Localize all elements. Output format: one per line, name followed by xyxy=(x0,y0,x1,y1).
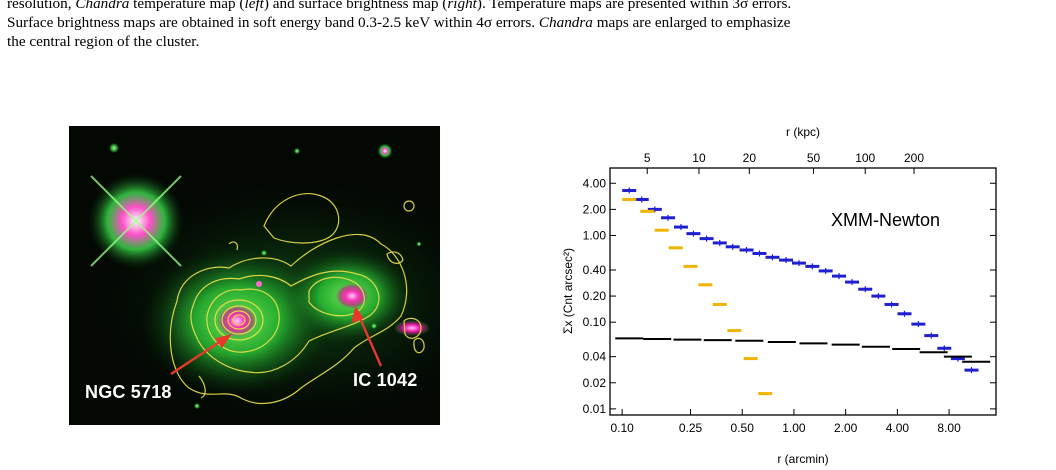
series-2 xyxy=(622,197,773,396)
series-1 xyxy=(622,187,979,374)
caption-text: Surface brightness maps are obtained in … xyxy=(7,14,539,31)
xray-contours xyxy=(169,193,425,405)
y-tick-label: 2.00 xyxy=(583,202,607,216)
caption-text: maps are enlarged to emphasize xyxy=(592,14,791,31)
caption-text: ) and surface brightness map ( xyxy=(263,0,448,12)
top-axis-label: r (kpc) xyxy=(786,125,820,139)
y-tick-label: 0.20 xyxy=(583,289,607,303)
small-source xyxy=(109,143,119,153)
caption-italic: Chandra xyxy=(75,0,130,12)
caption-italic: left xyxy=(244,0,264,12)
small-source xyxy=(416,241,422,247)
top-tick-label: 50 xyxy=(807,151,821,165)
galaxy-group-image: NGC 5718 IC 1042 xyxy=(69,126,440,425)
x-tick-label: 1.00 xyxy=(782,421,806,435)
x-tick-label: 4.00 xyxy=(886,421,910,435)
caption-line-3: the central region of the cluster. xyxy=(7,33,200,50)
chart-annotation: XMM-Newton xyxy=(831,210,940,230)
y-tick-label: 0.40 xyxy=(583,263,607,277)
x-tick-label: 8.00 xyxy=(937,421,961,435)
small-source xyxy=(261,250,267,256)
surface-brightness-svg: r (kpc) r (arcmin) XMM-Newton Σx (Cnt ar… xyxy=(561,125,997,466)
figure-caption: resolution, Chandra temperature map (lef… xyxy=(7,0,1047,51)
x-tick-label: 2.00 xyxy=(834,421,858,435)
small-source xyxy=(371,323,377,329)
series-3 xyxy=(615,337,991,363)
y-tick-label: 0.01 xyxy=(583,402,607,416)
star-diffraction-spikes xyxy=(90,175,182,267)
axis-ticks: 0.10 0.25 0.50 1.00 2.00 4.00 8.00 5 10 20 50 100 20… xyxy=(583,151,996,435)
small-source xyxy=(194,403,200,409)
label-ngc5718: NGC 5718 xyxy=(85,382,172,402)
galaxy-image-svg xyxy=(88,143,440,421)
label-ic1042: IC 1042 xyxy=(353,370,418,390)
top-tick-label: 10 xyxy=(692,151,706,165)
plot-frame xyxy=(609,167,997,416)
annotation-arrows xyxy=(170,306,383,376)
y-tick-label: 1.00 xyxy=(583,228,607,242)
caption-line-1: resolution, Chandra temperature map (lef… xyxy=(7,0,1047,13)
y-tick-label: 4.00 xyxy=(583,176,607,190)
edge-on-galaxy xyxy=(394,320,430,336)
top-tick-label: 100 xyxy=(855,151,875,165)
surface-brightness-chart: r (kpc) r (arcmin) XMM-Newton Σx (Cnt ar… xyxy=(560,118,1030,470)
caption-text: temperature map ( xyxy=(129,0,245,12)
x-tick-label: 0.25 xyxy=(679,421,703,435)
caption-text: resolution, xyxy=(7,0,76,12)
bottom-axis-label: r (arcmin) xyxy=(777,452,828,466)
small-source xyxy=(294,148,300,154)
y-tick-label: 0.04 xyxy=(583,350,607,364)
y-tick-label: 0.02 xyxy=(583,376,607,390)
small-source xyxy=(256,281,262,287)
y-tick-label: 0.10 xyxy=(583,315,607,329)
caption-italic: Chandra xyxy=(538,14,593,31)
x-tick-label: 0.50 xyxy=(731,421,755,435)
caption-text: ). Temperature maps are presented within… xyxy=(476,0,792,12)
top-tick-label: 5 xyxy=(644,151,651,165)
small-star xyxy=(377,143,393,159)
y-axis-label: Σx (Cnt arcsec²) xyxy=(561,248,575,334)
caption-line-2: Surface brightness maps are obtained in … xyxy=(7,13,1047,32)
top-tick-label: 200 xyxy=(904,151,924,165)
ngc5718-core xyxy=(215,303,259,339)
top-tick-label: 20 xyxy=(743,151,757,165)
data-marks xyxy=(615,187,991,396)
caption-italic: right xyxy=(447,0,477,12)
x-tick-label: 0.10 xyxy=(610,421,634,435)
